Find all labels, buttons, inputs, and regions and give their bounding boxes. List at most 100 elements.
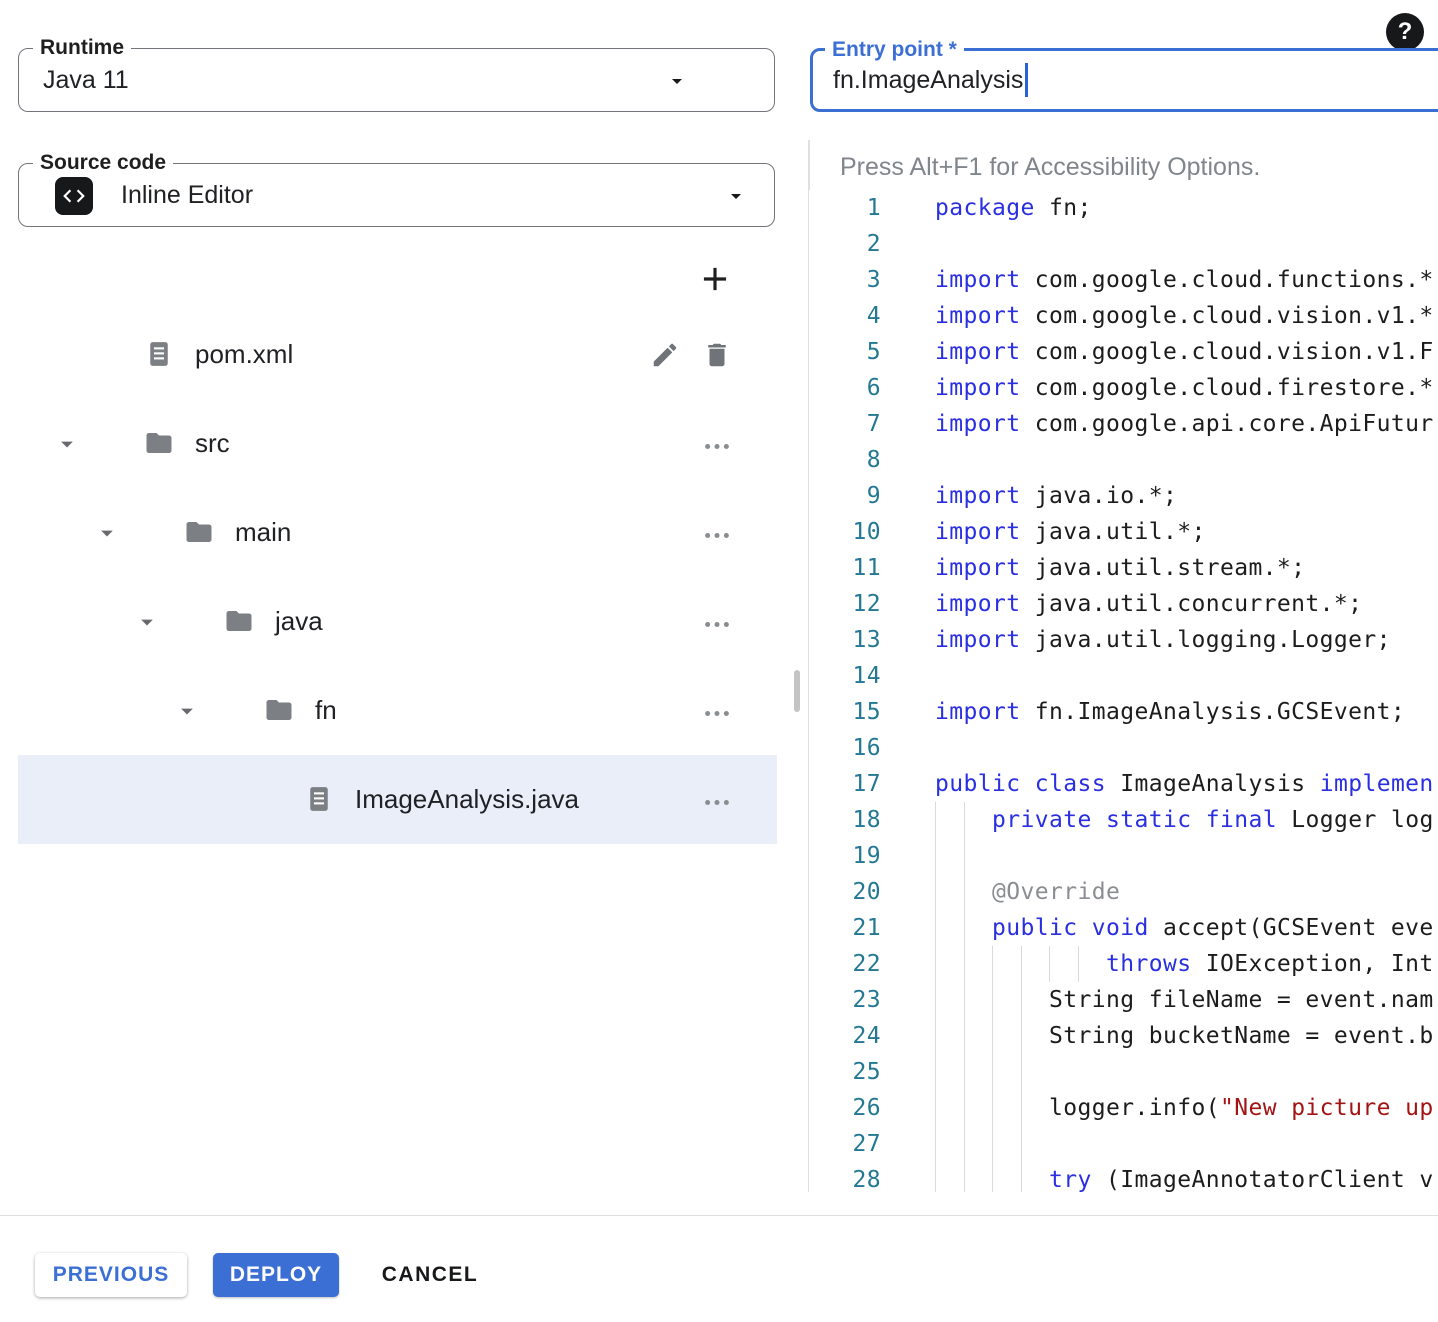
code-keyword: try [1048,1167,1092,1192]
line-number: 22 [852,951,881,977]
code-line-15: 15 import fn.ImageAnalysis.GCSEvent; [809,694,1438,730]
tree-item-label: fn [315,695,337,725]
line-number: 20 [852,879,881,905]
tree-row-imageanalysis-java[interactable]: ImageAnalysis.java [18,755,777,844]
line-number: 6 [866,375,881,401]
line-number: 24 [852,1023,881,1049]
more-options-icon[interactable] [702,429,732,459]
caret-down-icon[interactable] [665,69,689,93]
code-keyword: final [1205,807,1277,833]
line-number: 27 [852,1131,881,1157]
row-actions [650,310,732,399]
runtime-label: Runtime [33,35,131,61]
code-text: com.google.cloud.functions.* [1020,267,1434,293]
add-file-icon[interactable] [696,260,734,298]
source-code-label: Source code [33,150,174,176]
line-number: 7 [866,411,881,437]
code-text: java.io.*; [1020,483,1178,509]
expand-arrow-icon[interactable] [53,430,81,458]
runtime-help-icon[interactable]: ? [1386,13,1424,51]
code-editor[interactable]: 1 package fn; 2 3 import com.google.cloud.fu… [809,190,1438,1192]
code-line-16: 16 [809,730,1438,766]
edit-pencil-icon[interactable] [650,340,680,370]
code-keyword: throws [1105,951,1192,977]
line-number: 15 [852,699,881,725]
tree-row-java[interactable]: java [18,577,777,666]
code-line-21: 21 public void accept(GCSEvent eve [809,910,1438,946]
caret-down-icon[interactable] [724,184,748,208]
folder-icon [184,517,214,547]
folder-icon [264,695,294,725]
code-keyword: static [1105,807,1192,833]
code-keyword: import [935,699,1021,725]
line-number: 13 [852,627,881,653]
deploy-button[interactable]: DEPLOY [213,1253,339,1297]
tree-row-fn[interactable]: fn [18,666,777,755]
line-number: 25 [852,1059,881,1085]
code-line-26: 26 logger.info("New picture up [809,1090,1438,1126]
more-options-icon[interactable] [702,785,732,815]
previous-button[interactable]: PREVIOUS [35,1253,187,1297]
tree-item-label: pom.xml [195,339,294,369]
code-line-24: 24 String bucketName = event.b [809,1018,1438,1054]
code-text: java.util.logging.Logger; [1020,627,1391,653]
line-number: 23 [852,987,881,1013]
tree-row-src[interactable]: src [18,399,777,488]
row-actions [702,666,732,755]
cancel-button[interactable]: CANCEL [380,1253,480,1297]
code-line-19: 19 [809,838,1438,874]
folder-icon [144,428,174,458]
more-options-icon[interactable] [702,607,732,637]
file-icon [304,784,334,814]
delete-trash-icon[interactable] [702,340,732,370]
code-line-20: 20 @Override [809,874,1438,910]
indent-guide [1049,946,1050,982]
entry-point-input[interactable]: Entry point * fn.ImageAnalysis [810,37,1438,112]
code-line-12: 12 import java.util.concurrent.*; [809,586,1438,622]
code-text: (ImageAnnotatorClient v [1091,1167,1434,1192]
code-text [1191,807,1205,833]
indent-guide [963,802,965,1192]
code-line-27: 27 [809,1126,1438,1162]
code-text: com.google.cloud.firestore.* [1020,375,1434,401]
code-text: IOException, Int [1191,951,1434,977]
runtime-value: Java 11 [43,65,129,94]
code-text: java.util.*; [1020,519,1206,545]
expand-arrow-icon[interactable] [93,519,121,547]
code-keyword: import [935,555,1021,581]
code-text: fn.ImageAnalysis.GCSEvent; [1020,699,1406,725]
source-code-select[interactable]: Source code Inline Editor [18,150,775,227]
code-text: ImageAnalysis [1105,771,1320,797]
indent-guide [1020,946,1022,1192]
code-line-4: 4 import com.google.cloud.vision.v1.* [809,298,1438,334]
code-keyword: import [935,411,1021,437]
expand-arrow-icon[interactable] [133,608,161,636]
code-text: String fileName = event.nam [935,987,1434,1013]
tree-item-label: src [195,428,230,458]
source-code-value: Inline Editor [121,180,254,209]
line-number: 17 [852,771,881,797]
code-line-14: 14 [809,658,1438,694]
panel-scrollbar[interactable] [794,670,800,712]
code-line-10: 10 import java.util.*; [809,514,1438,550]
code-keyword: public [935,771,1021,797]
tree-row-main[interactable]: main [18,488,777,577]
folder-icon [224,606,254,636]
tree-item-label: java [275,606,323,636]
code-line-9: 9 import java.io.*; [809,478,1438,514]
code-text [1092,807,1106,833]
indent-guide [1077,946,1079,982]
code-annotation: @Override [992,879,1121,905]
line-number: 12 [852,591,881,617]
footer-divider [0,1215,1438,1216]
more-options-icon[interactable] [702,696,732,726]
expand-arrow-icon[interactable] [173,697,201,725]
more-options-icon[interactable] [702,518,732,548]
tree-row-pom-xml[interactable]: pom.xml [18,310,777,399]
line-number: 19 [852,843,881,869]
code-keyword: private [992,807,1092,833]
runtime-select[interactable]: Runtime Java 11 [18,35,775,112]
file-icon [144,339,174,369]
code-line-3: 3 import com.google.cloud.functions.* [809,262,1438,298]
code-icon [55,177,93,215]
